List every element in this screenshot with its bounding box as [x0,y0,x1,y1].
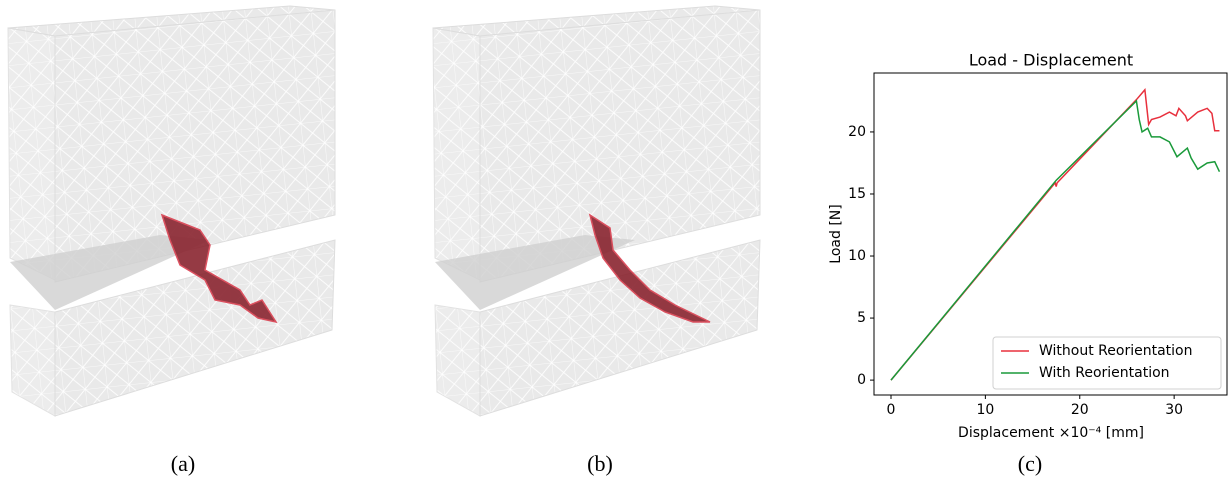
page: {"captions": ["(a)", "(b)", "(c)"], "cha… [0,0,1229,488]
x-tick-label: 30 [1165,402,1183,418]
chart-title: Load - Displacement [969,51,1133,70]
render-a [8,6,335,416]
block-side [433,28,480,280]
x-tick-label: 20 [1071,402,1089,418]
caption: (b) [587,451,613,476]
render-b [433,6,760,416]
y-tick-label: 15 [848,186,866,202]
y-axis-label: Load [N] [828,204,844,263]
block-side [10,305,55,416]
x-tick-label: 10 [976,402,994,418]
x-tick-label: 0 [887,402,896,418]
block-side [435,305,480,416]
caption: (c) [1018,451,1042,476]
block-side [8,28,55,280]
legend-label: With Reorientation [1039,365,1170,381]
x-axis-label: Displacement ×10⁻⁴ [mm] [958,425,1144,441]
y-tick-label: 0 [857,372,866,388]
figure: (a) (b) (c) Load - Displacement Displace… [0,0,1229,488]
legend-label: Without Reorientation [1039,343,1192,359]
caption: (a) [171,451,195,476]
y-tick-label: 10 [848,248,866,264]
y-tick-label: 20 [848,124,866,140]
y-tick-label: 5 [857,310,866,326]
